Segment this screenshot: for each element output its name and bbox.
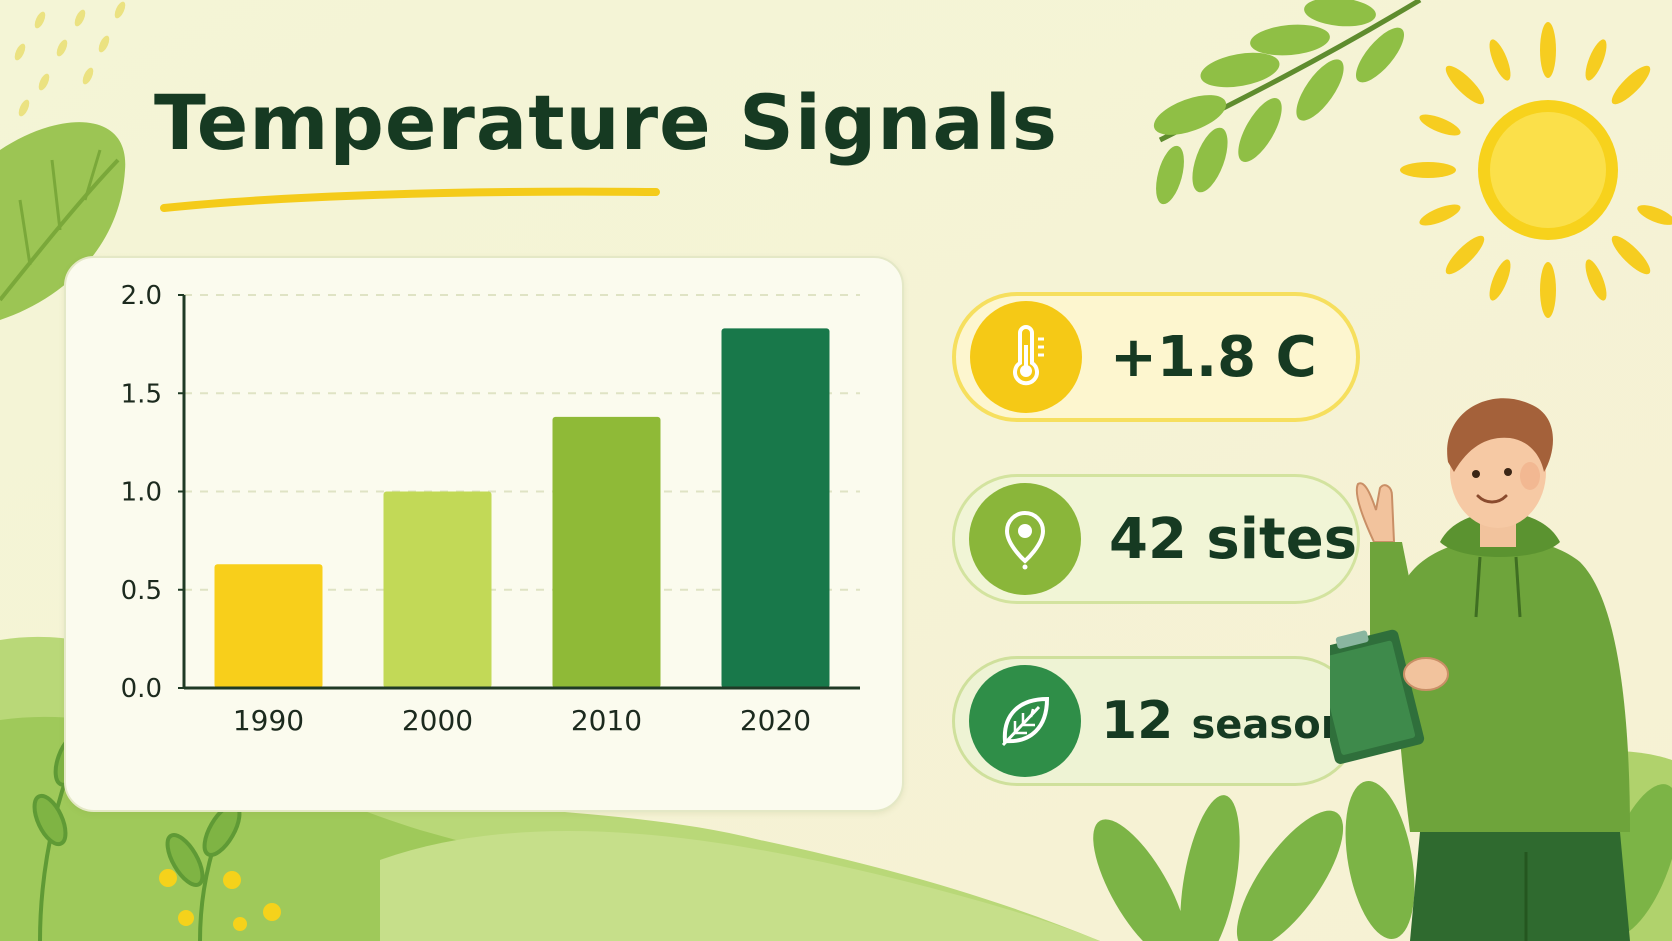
bar-2020 [721, 328, 830, 688]
page-title: Temperature Signals [154, 78, 1058, 167]
y-tick-label: 1.5 [121, 379, 162, 409]
decorative-dots [14, 1, 126, 117]
seasons-number: 12 [1101, 691, 1174, 751]
stat-card-sites: 42 sites [952, 474, 1360, 604]
y-tick-label: 1.0 [121, 478, 162, 508]
bar-2000 [383, 491, 492, 688]
location-pin-icon [1004, 510, 1046, 570]
stat-card-seasons: 12 seasons [952, 656, 1373, 786]
flowers-decoration [159, 869, 281, 931]
y-tick-label: 0.0 [121, 674, 162, 704]
thermometer-badge [970, 301, 1082, 413]
x-tick-label: 1990 [233, 704, 304, 737]
leaf-decoration-left [0, 122, 126, 320]
bar-2010 [552, 416, 661, 688]
leaf-badge [969, 665, 1081, 777]
person-illustration [1330, 398, 1630, 941]
sites-value: 42 sites [1109, 506, 1358, 572]
x-tick-label: 2020 [740, 704, 811, 737]
y-tick-label: 2.0 [121, 281, 162, 311]
sun-illustration [1400, 22, 1672, 318]
bar-1990 [214, 564, 323, 688]
bar-chart: 0.0 0.5 1.0 1.5 2.0 1990 2000 2010 2020 [121, 281, 860, 737]
temperature-value: +1.8 C [1110, 324, 1317, 390]
location-badge [969, 483, 1081, 595]
x-tick-label: 2000 [402, 704, 473, 737]
title-underline [160, 187, 660, 212]
thermometer-icon [1013, 325, 1044, 386]
branch-decoration [1153, 0, 1422, 205]
x-tick-label: 2010 [571, 704, 642, 737]
leaf-icon [1001, 696, 1050, 747]
y-tick-label: 0.5 [121, 576, 162, 606]
stat-card-temperature: +1.8 C [952, 292, 1360, 422]
